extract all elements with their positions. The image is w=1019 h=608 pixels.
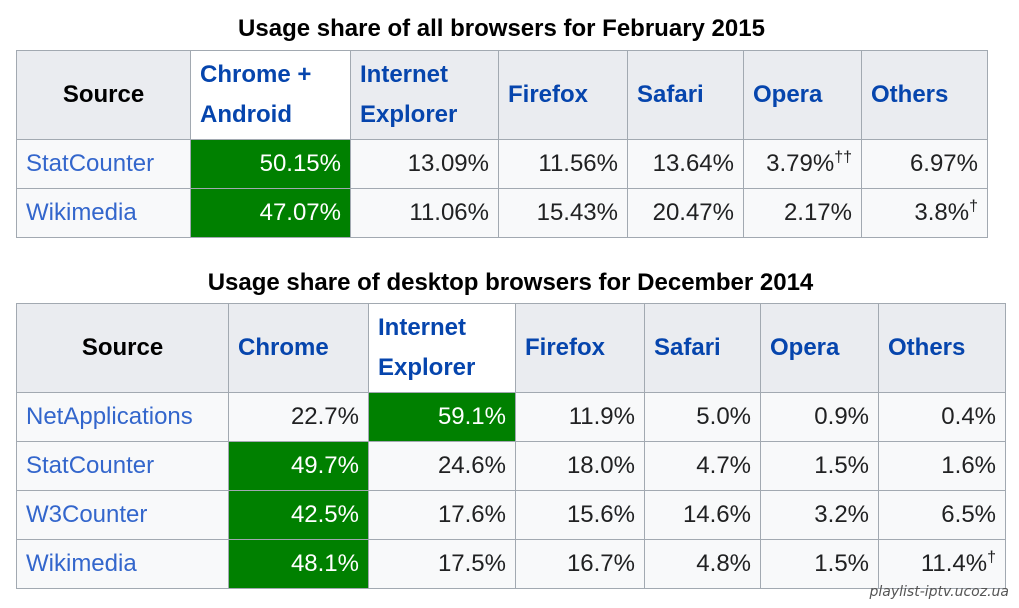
firefox-value: 15.6% xyxy=(515,490,645,540)
header-others[interactable]: Others xyxy=(861,50,988,140)
header-safari[interactable]: Safari xyxy=(644,303,761,393)
others-value: 6.5% xyxy=(878,490,1006,540)
firefox-value: 18.0% xyxy=(515,441,645,491)
footnote-marker[interactable]: †† xyxy=(834,149,852,166)
safari-value: 14.6% xyxy=(644,490,761,540)
header-safari[interactable]: Safari xyxy=(627,50,744,140)
header-others[interactable]: Others xyxy=(878,303,1006,393)
safari-value: 13.64% xyxy=(627,139,744,189)
source-link[interactable]: StatCounter xyxy=(16,441,229,491)
table-row: StatCounter 50.15% 13.09% 11.56% 13.64% … xyxy=(16,139,988,189)
table-row: StatCounter 49.7% 24.6% 18.0% 4.7% 1.5% … xyxy=(16,441,1006,491)
others-value: 0.4% xyxy=(878,392,1006,442)
table-row: NetApplications 22.7% 59.1% 11.9% 5.0% 0… xyxy=(16,392,1006,442)
source-link[interactable]: W3Counter xyxy=(16,490,229,540)
opera-value-text: 3.79% xyxy=(766,150,835,177)
chrome-value: 47.07% xyxy=(190,188,351,238)
firefox-value: 15.43% xyxy=(498,188,628,238)
chrome-value: 49.7% xyxy=(228,441,369,491)
chrome-value: 42.5% xyxy=(228,490,369,540)
opera-value: 3.2% xyxy=(760,490,879,540)
table-row: W3Counter 42.5% 17.6% 15.6% 14.6% 3.2% 6… xyxy=(16,490,1006,540)
browser-share-table-feb-2015: Source Chrome + Android Internet Explore… xyxy=(16,50,988,238)
opera-value: 2.17% xyxy=(743,188,862,238)
firefox-value: 16.7% xyxy=(515,539,645,589)
table2-header-row: Source Chrome Internet Explorer Firefox … xyxy=(16,303,1006,393)
table1-caption: Usage share of all browsers for February… xyxy=(238,15,765,42)
chrome-value: 48.1% xyxy=(228,539,369,589)
firefox-value: 11.9% xyxy=(515,392,645,442)
opera-value: 3.79%†† xyxy=(743,139,862,189)
firefox-value: 11.56% xyxy=(498,139,628,189)
footnote-marker[interactable]: † xyxy=(969,198,978,215)
ie-value: 11.06% xyxy=(350,188,499,238)
browser-share-table-dec-2014: Source Chrome Internet Explorer Firefox … xyxy=(16,303,1006,589)
table-row: Wikimedia 47.07% 11.06% 15.43% 20.47% 2.… xyxy=(16,188,988,238)
ie-value: 13.09% xyxy=(350,139,499,189)
ie-value: 24.6% xyxy=(368,441,516,491)
others-value: 3.8%† xyxy=(861,188,988,238)
header-source[interactable]: Source xyxy=(16,50,191,140)
safari-value: 5.0% xyxy=(644,392,761,442)
header-internet-explorer[interactable]: Internet Explorer xyxy=(350,50,499,140)
ie-value: 17.5% xyxy=(368,539,516,589)
header-chrome-android[interactable]: Chrome + Android xyxy=(190,50,351,140)
table1-header-row: Source Chrome + Android Internet Explore… xyxy=(16,50,988,140)
others-value-text: 11.4% xyxy=(920,550,988,577)
source-link[interactable]: Wikimedia xyxy=(16,539,229,589)
footnote-marker[interactable]: † xyxy=(987,549,996,566)
table2-caption: Usage share of desktop browsers for Dece… xyxy=(207,269,814,296)
chrome-value: 22.7% xyxy=(228,392,369,442)
header-opera[interactable]: Opera xyxy=(743,50,862,140)
others-value: 1.6% xyxy=(878,441,1006,491)
safari-value: 4.8% xyxy=(644,539,761,589)
header-firefox[interactable]: Firefox xyxy=(498,50,628,140)
others-value: 6.97% xyxy=(861,139,988,189)
header-internet-explorer[interactable]: Internet Explorer xyxy=(368,303,516,393)
header-chrome[interactable]: Chrome xyxy=(228,303,369,393)
source-link[interactable]: Wikimedia xyxy=(16,188,191,238)
safari-value: 20.47% xyxy=(627,188,744,238)
source-link[interactable]: NetApplications xyxy=(16,392,229,442)
ie-value: 59.1% xyxy=(368,392,516,442)
header-source[interactable]: Source xyxy=(16,303,229,393)
table-row: Wikimedia 48.1% 17.5% 16.7% 4.8% 1.5% 11… xyxy=(16,539,1006,589)
header-firefox[interactable]: Firefox xyxy=(515,303,645,393)
safari-value: 4.7% xyxy=(644,441,761,491)
opera-value: 1.5% xyxy=(760,539,879,589)
chrome-value: 50.15% xyxy=(190,139,351,189)
watermark: playlist-iptv.ucoz.ua xyxy=(869,584,1009,600)
others-value: 11.4%† xyxy=(878,539,1006,589)
opera-value: 1.5% xyxy=(760,441,879,491)
opera-value: 0.9% xyxy=(760,392,879,442)
others-value-text: 3.8% xyxy=(914,199,970,226)
source-link[interactable]: StatCounter xyxy=(16,139,191,189)
ie-value: 17.6% xyxy=(368,490,516,540)
header-opera[interactable]: Opera xyxy=(760,303,879,393)
